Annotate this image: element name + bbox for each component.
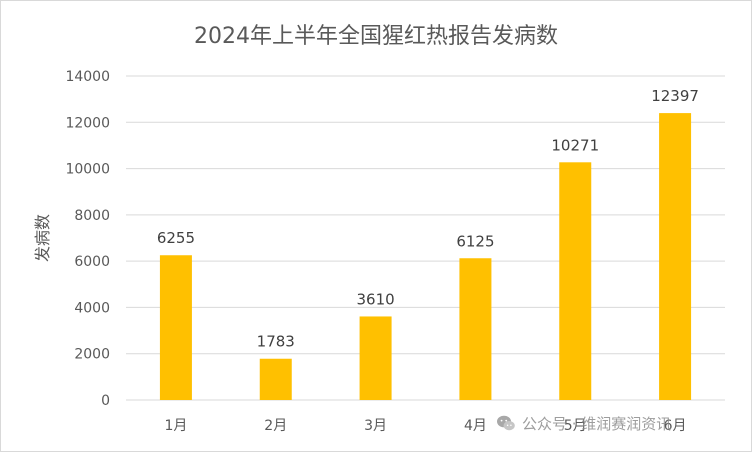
y-axis-label: 发病数 — [33, 214, 52, 262]
bar — [459, 258, 492, 400]
y-tick-label: 12000 — [65, 115, 110, 131]
chart-title: 2024年上半年全国猩红热报告发病数 — [194, 24, 558, 49]
y-tick-label: 6000 — [74, 254, 110, 270]
gridlines — [126, 75, 725, 401]
bar — [259, 358, 292, 400]
y-axis-ticks: 0 2000 4000 6000 8000 10000 12000 14000 — [65, 69, 110, 409]
bars — [159, 113, 692, 401]
data-label: 10271 — [551, 136, 599, 154]
wechat-icon — [497, 415, 515, 431]
data-label: 6255 — [157, 229, 195, 247]
bar — [159, 255, 192, 400]
watermark-text: 公众号 · 维润赛润资讯 — [522, 414, 672, 433]
x-axis-ticks: 1月 2月 3月 4月 5月 6月 — [164, 418, 686, 434]
data-label: 3610 — [356, 290, 394, 308]
bar — [659, 113, 692, 401]
y-tick-label: 14000 — [65, 69, 110, 85]
y-tick-label: 2000 — [74, 347, 110, 363]
x-tick-label: 3月 — [364, 418, 387, 434]
x-tick-label: 5月 — [564, 418, 587, 434]
y-tick-label: 0 — [101, 393, 110, 409]
data-label: 12397 — [651, 87, 699, 105]
y-tick-label: 8000 — [74, 208, 110, 224]
watermark: 公众号 · 维润赛润资讯 — [496, 412, 671, 434]
bar — [559, 162, 592, 400]
x-tick-label: 6月 — [664, 418, 687, 434]
data-label: 6125 — [456, 232, 494, 250]
y-tick-label: 10000 — [65, 162, 110, 178]
x-tick-label: 4月 — [464, 418, 487, 434]
data-labels: 6255 1783 3610 6125 10271 12397 — [157, 87, 699, 351]
x-tick-label: 2月 — [264, 418, 287, 434]
bar — [359, 316, 392, 400]
x-tick-label: 1月 — [164, 418, 187, 434]
data-label: 1783 — [257, 333, 295, 351]
y-tick-label: 4000 — [74, 300, 110, 316]
